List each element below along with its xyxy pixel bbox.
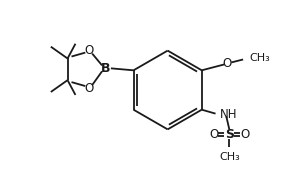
Text: O: O xyxy=(85,82,94,94)
Text: O: O xyxy=(240,128,250,141)
Text: NH: NH xyxy=(220,108,237,121)
Text: O: O xyxy=(209,128,218,141)
Text: CH₃: CH₃ xyxy=(219,152,240,162)
Text: O: O xyxy=(85,44,94,57)
Text: CH₃: CH₃ xyxy=(249,53,270,64)
Text: O: O xyxy=(223,57,232,70)
Text: B: B xyxy=(101,62,111,75)
Text: S: S xyxy=(225,128,234,141)
